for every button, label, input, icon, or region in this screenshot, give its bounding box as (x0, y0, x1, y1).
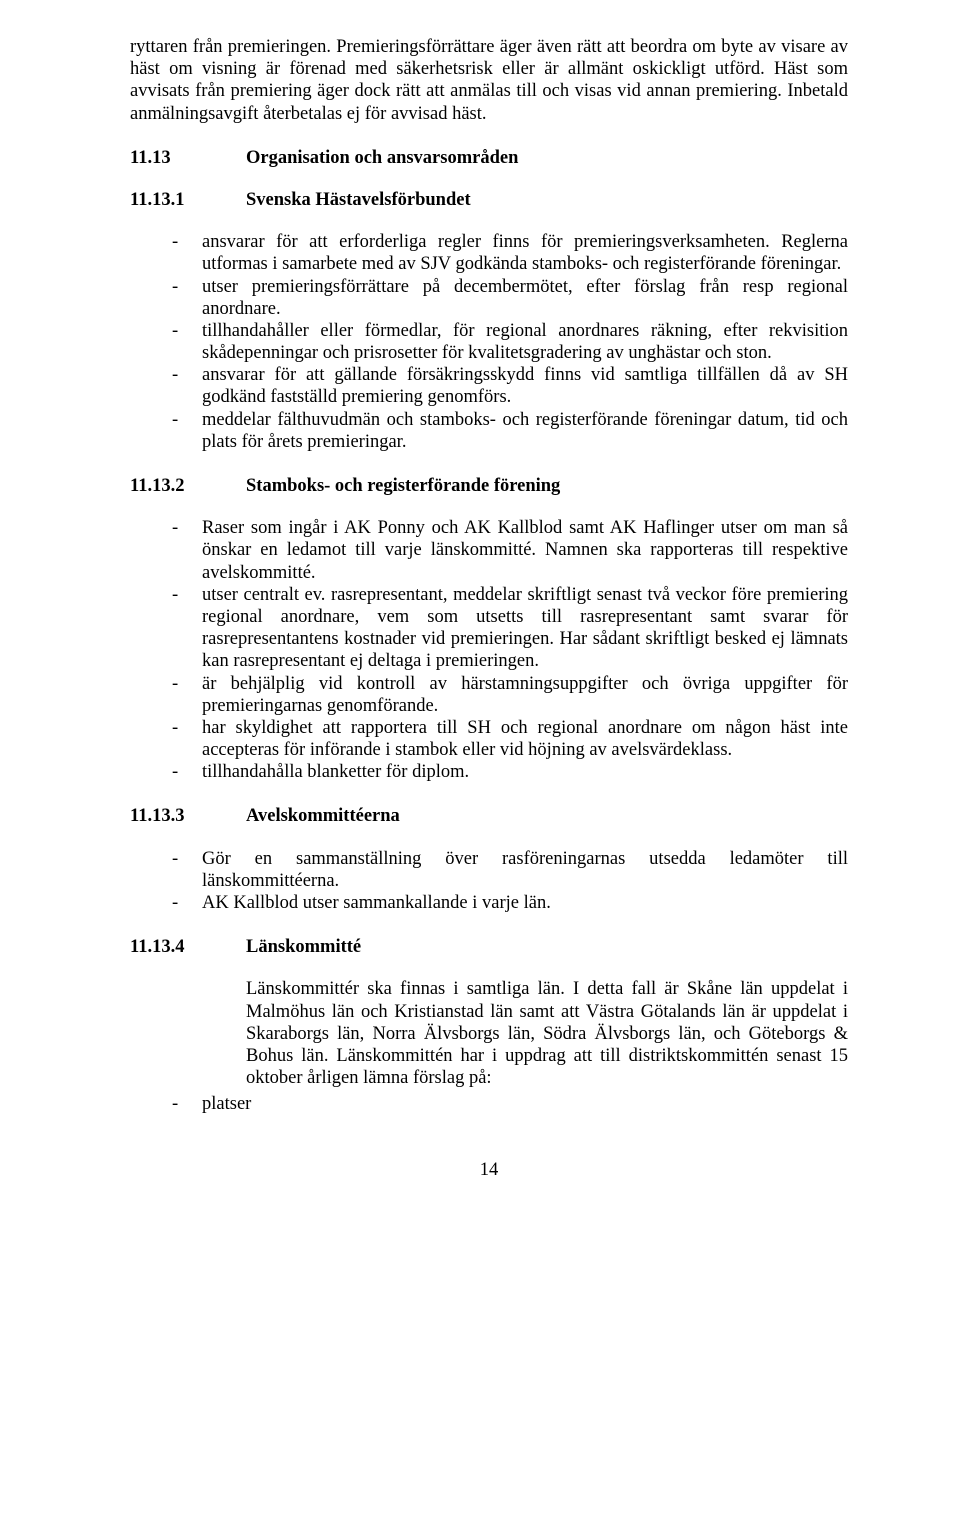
list-item: -tillhandahåller eller förmedlar, för re… (172, 320, 848, 364)
section-title: Stamboks- och registerförande förening (246, 475, 848, 497)
list-item-text: har skyldighet att rapportera till SH oc… (202, 717, 848, 761)
bullet-list-11-13-1: -ansvarar för att erforderliga regler fi… (130, 231, 848, 453)
list-item: -Gör en sammanställning över rasförening… (172, 848, 848, 892)
intro-paragraph: ryttaren från premieringen. Premieringsf… (130, 36, 848, 125)
page-number: 14 (130, 1160, 848, 1181)
section-number: 11.13.2 (130, 475, 246, 497)
list-item-text: meddelar fälthuvudmän och stamboks- och … (202, 409, 848, 453)
dash-icon: - (172, 1093, 202, 1115)
dash-icon: - (172, 231, 202, 275)
dash-icon: - (172, 848, 202, 892)
bullet-list-11-13-3: -Gör en sammanställning över rasförening… (130, 848, 848, 915)
dash-icon: - (172, 761, 202, 783)
list-item: -platser (172, 1093, 848, 1115)
list-item: -AK Kallblod utser sammankallande i varj… (172, 892, 848, 914)
dash-icon: - (172, 673, 202, 717)
list-item: -meddelar fälthuvudmän och stamboks- och… (172, 409, 848, 453)
list-item: -har skyldighet att rapportera till SH o… (172, 717, 848, 761)
section-heading-11-13-4: 11.13.4 Länskommitté (130, 936, 848, 958)
dash-icon: - (172, 364, 202, 408)
list-item-text: platser (202, 1093, 848, 1115)
list-item: -tillhandahålla blanketter för diplom. (172, 761, 848, 783)
section-number: 11.13 (130, 147, 246, 169)
bullet-list-11-13-2: -Raser som ingår i AK Ponny och AK Kallb… (130, 517, 848, 783)
section-title: Avelskommittéerna (246, 805, 848, 827)
section-heading-11-13-3: 11.13.3 Avelskommittéerna (130, 805, 848, 827)
list-item-text: ansvarar för att gällande försäkringssky… (202, 364, 848, 408)
list-item: -ansvarar för att erforderliga regler fi… (172, 231, 848, 275)
section-heading-11-13-1: 11.13.1 Svenska Hästavelsförbundet (130, 189, 848, 211)
dash-icon: - (172, 276, 202, 320)
section-title: Svenska Hästavelsförbundet (246, 189, 848, 211)
list-item: -Raser som ingår i AK Ponny och AK Kallb… (172, 517, 848, 584)
page: ryttaren från premieringen. Premieringsf… (0, 0, 960, 1537)
list-item-text: Gör en sammanställning över rasföreninga… (202, 848, 848, 892)
section-title: Organisation och ansvarsområden (246, 147, 848, 169)
list-item-text: utser centralt ev. rasrepresentant, medd… (202, 584, 848, 673)
section-heading-11-13: 11.13 Organisation och ansvarsområden (130, 147, 848, 169)
section-number: 11.13.3 (130, 805, 246, 827)
list-item-text: tillhandahåller eller förmedlar, för reg… (202, 320, 848, 364)
section-number: 11.13.4 (130, 936, 246, 958)
section-paragraph-11-13-4: Länskommittér ska finnas i samtliga län.… (130, 978, 848, 1089)
section-number: 11.13.1 (130, 189, 246, 211)
list-item: - utser centralt ev. rasrepresentant, me… (172, 584, 848, 673)
bullet-list-11-13-4: -platser (130, 1093, 848, 1115)
dash-icon: - (172, 409, 202, 453)
dash-icon: - (172, 717, 202, 761)
list-item: -utser premieringsförrättare på december… (172, 276, 848, 320)
list-item-text: tillhandahålla blanketter för diplom. (202, 761, 848, 783)
dash-icon: - (172, 320, 202, 364)
list-item: -ansvarar för att gällande försäkringssk… (172, 364, 848, 408)
list-item-text: Raser som ingår i AK Ponny och AK Kallbl… (202, 517, 848, 584)
dash-icon: - (172, 892, 202, 914)
section-title: Länskommitté (246, 936, 848, 958)
list-item: -är behjälplig vid kontroll av härstamni… (172, 673, 848, 717)
dash-icon: - (172, 584, 202, 673)
dash-icon: - (172, 517, 202, 584)
list-item-text: AK Kallblod utser sammankallande i varje… (202, 892, 848, 914)
list-item-text: är behjälplig vid kontroll av härstamnin… (202, 673, 848, 717)
list-item-text: utser premieringsförrättare på decemberm… (202, 276, 848, 320)
section-heading-11-13-2: 11.13.2 Stamboks- och registerförande fö… (130, 475, 848, 497)
list-item-text: ansvarar för att erforderliga regler fin… (202, 231, 848, 275)
